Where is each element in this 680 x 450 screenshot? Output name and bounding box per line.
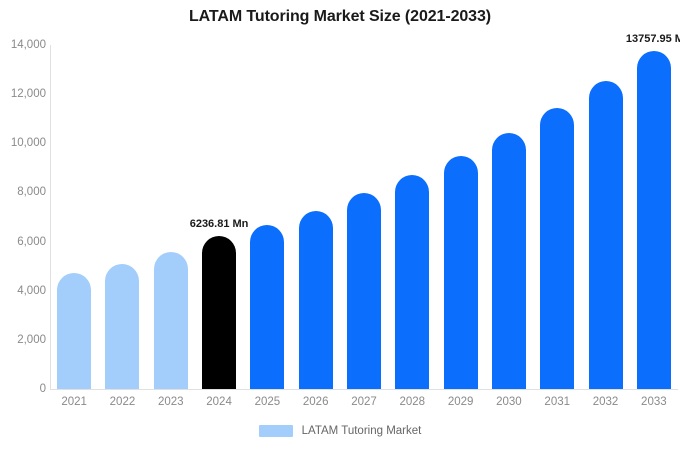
y-axis-tick-label: 0 [39,383,46,395]
legend-item[interactable]: LATAM Tutoring Market [258,425,422,437]
x-axis-tick-label: 2025 [254,396,281,408]
bar-2029[interactable] [443,45,478,389]
bar-2030[interactable] [491,45,526,389]
y-axis-line [50,45,51,390]
bar-2031[interactable] [540,45,575,389]
x-axis-tick-label: 2024 [206,396,232,408]
chart-legend: LATAM Tutoring Market [0,425,680,437]
bar-rect[interactable] [347,193,381,389]
bar-rect[interactable] [636,50,671,389]
x-axis-tick-label: 2028 [399,396,426,408]
bar-2026[interactable] [298,45,333,389]
bar-2023[interactable] [153,45,188,389]
x-axis-tick-label: 2031 [544,396,571,408]
y-axis-tick-label: 8,000 [17,186,46,199]
x-axis-tick-label: 2021 [61,396,87,408]
bar-2022[interactable] [105,45,140,389]
bar-2033[interactable] [636,45,671,389]
chart-title: LATAM Tutoring Market Size (2021-2033) [188,8,492,25]
bar-rect[interactable] [153,252,188,389]
y-axis-tick-label: 4,000 [17,284,46,297]
x-axis: 2021 2022 2023 2024 2025 2026 2027 2028 2029 2030… [50,396,678,416]
x-axis-line [50,389,678,390]
bar-rect[interactable] [443,155,478,389]
bar-rect[interactable] [491,132,526,389]
y-axis-tick-label: 12,000 [10,88,46,101]
bar-rect[interactable] [105,263,140,389]
y-axis-tick-label: 14,000 [10,39,46,51]
x-axis-tick-label: 2030 [496,396,522,408]
bar-rect[interactable] [588,81,623,389]
bar-2028[interactable] [395,45,430,389]
legend-swatch-icon [258,425,293,437]
bar-2021[interactable] [57,45,92,389]
plot-area: 6236.81 Mn 13757.95 Mn [50,33,680,389]
y-axis-tick-label: 10,000 [10,137,46,150]
bar-rect[interactable] [202,235,237,389]
x-axis-tick-label: 2026 [302,396,329,408]
bar-rect[interactable] [540,107,575,389]
bar-rect[interactable] [57,273,92,389]
y-axis: 0 2,000 4,000 6,000 8,000 10,000 12,000 14,000 [0,0,46,450]
x-axis-tick-label: 2032 [592,396,619,408]
legend-label: LATAM Tutoring Market [301,425,422,437]
bar-value-label-2024: 6236.81 Mn [189,217,249,230]
x-axis-tick-label: 2023 [157,396,184,408]
y-axis-tick-label: 6,000 [17,235,46,248]
x-axis-tick-label: 2033 [641,396,667,408]
x-axis-tick-label: 2027 [351,396,377,408]
bar-rect[interactable] [298,210,333,389]
bar-rect[interactable] [395,175,430,389]
bar-2032[interactable] [588,45,623,389]
bar-2025[interactable] [250,45,285,389]
bar-rect[interactable] [250,225,285,389]
bar-2027[interactable] [347,45,381,389]
x-axis-tick-label: 2022 [109,396,136,408]
y-axis-tick-label: 2,000 [17,333,46,346]
bar-value-label-2033: 13757.95 Mn [625,32,680,45]
x-axis-tick-label: 2029 [447,396,474,408]
bar-2024[interactable] [202,45,237,389]
